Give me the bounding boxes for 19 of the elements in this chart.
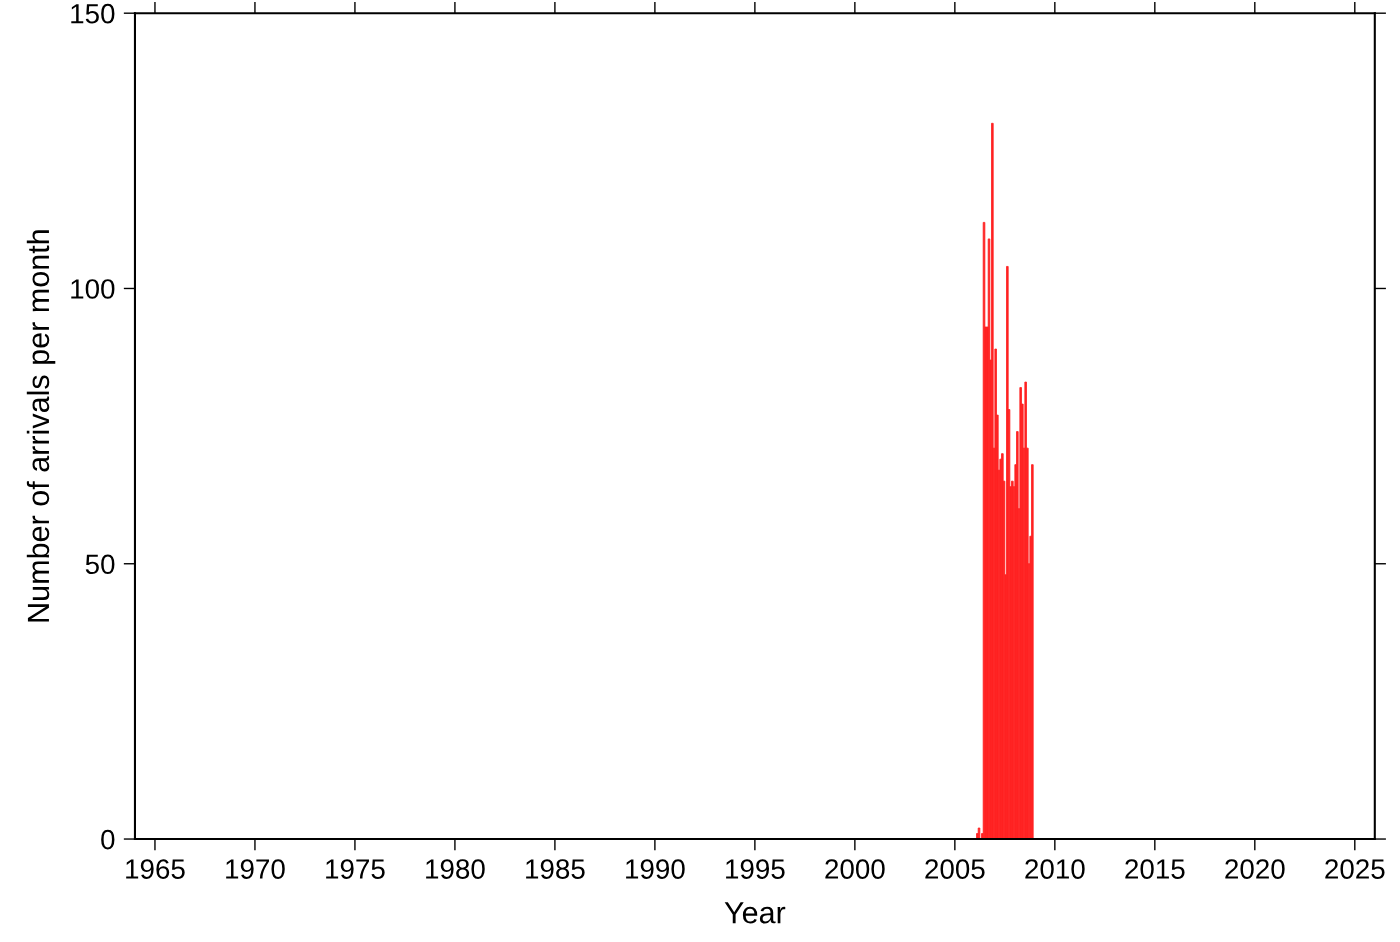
x-tick-label: 1965 (126, 859, 185, 879)
x-tick-label: 2000 (825, 859, 885, 879)
x-tick-label: 2010 (1025, 859, 1085, 879)
x-tick-label: 1970 (226, 859, 285, 879)
x-tick-label: 1985 (526, 859, 585, 879)
x-tick-label: 2005 (925, 859, 985, 879)
x-tick-label: 2020 (1225, 859, 1285, 879)
x-tick-label: 1995 (726, 859, 785, 879)
x-axis-title: Year (724, 902, 786, 924)
x-tick-label: 2025 (1325, 859, 1385, 879)
y-tick-label: 50 (85, 554, 115, 575)
x-tick-label: 1980 (426, 859, 485, 879)
x-tick-label: 1975 (326, 859, 385, 879)
y-tick-label: 100 (71, 279, 115, 299)
y-axis-title: Number of arrivals per month (26, 230, 56, 622)
x-tick-label: 1990 (626, 859, 685, 879)
y-tick-label: 0 (101, 829, 115, 850)
x-tick-label: 2015 (1125, 859, 1185, 879)
y-tick-label: 150 (71, 3, 115, 24)
